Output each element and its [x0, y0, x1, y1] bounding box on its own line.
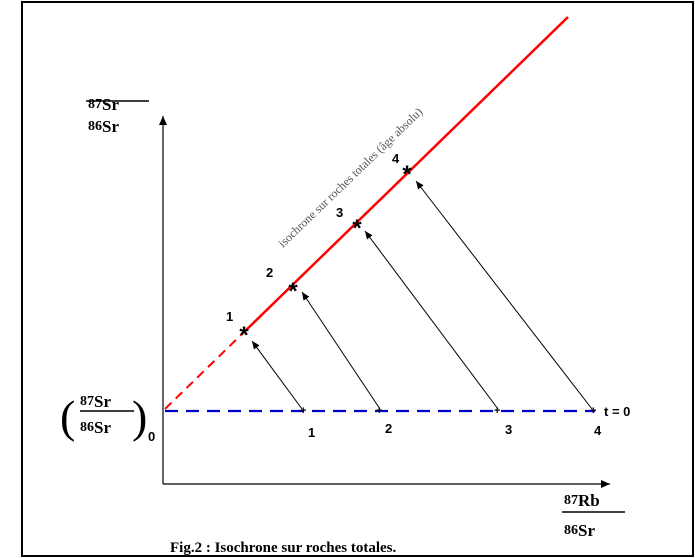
- evolution-arrows: [251, 180, 593, 410]
- svg-text:(: (: [60, 391, 75, 442]
- current-point-2-label: 2: [266, 265, 273, 280]
- svg-text:86Sr: 86Sr: [564, 521, 595, 540]
- evolution-arrow-2: [301, 291, 381, 410]
- x-axis-label: 87Rb 86Sr: [562, 491, 625, 540]
- figure-caption: Fig.2 : Isochrone sur roches totales.: [170, 540, 396, 556]
- current-point-4-label: 4: [392, 151, 400, 166]
- initial-point-4-mark: +: [590, 405, 596, 417]
- svg-text:0: 0: [148, 429, 155, 444]
- initial-points: + + + + 1 2 3 4: [300, 405, 602, 440]
- svg-text:86Sr: 86Sr: [88, 117, 119, 136]
- initial-point-2-label: 2: [385, 421, 392, 436]
- initial-ratio-label: ( 87Sr 86Sr ) 0: [60, 391, 155, 444]
- svg-text:86Sr: 86Sr: [80, 418, 111, 437]
- y-axis-label: 87Sr 86Sr: [86, 95, 149, 136]
- initial-point-1-label: 1: [308, 425, 315, 440]
- t0-label: t = 0: [604, 404, 630, 419]
- current-point-1-label: 1: [226, 309, 233, 324]
- current-points: * * * * 1 2 3 4: [226, 151, 412, 349]
- evolution-arrow-4: [415, 180, 593, 410]
- initial-point-3-mark: +: [494, 405, 500, 417]
- current-point-2-mark: *: [288, 278, 298, 305]
- current-point-4-mark: *: [402, 161, 412, 188]
- initial-point-4-label: 4: [594, 423, 602, 438]
- initial-point-1-mark: +: [300, 405, 306, 417]
- svg-text:87Rb: 87Rb: [564, 491, 600, 510]
- evolution-arrow-1: [251, 340, 303, 410]
- svg-text:87Sr: 87Sr: [88, 95, 119, 114]
- isochron-line: [241, 16, 569, 335]
- svg-text:): ): [132, 391, 147, 442]
- evolution-arrow-3: [364, 230, 499, 410]
- current-point-3-mark: *: [352, 215, 362, 242]
- current-point-1-mark: *: [239, 322, 249, 349]
- isochron-extrapolation: [164, 333, 243, 410]
- initial-point-3-label: 3: [505, 422, 512, 437]
- frame-border: [21, 1, 694, 557]
- svg-text:87Sr: 87Sr: [80, 392, 111, 411]
- initial-point-2-mark: +: [376, 405, 382, 417]
- current-point-3-label: 3: [336, 205, 343, 220]
